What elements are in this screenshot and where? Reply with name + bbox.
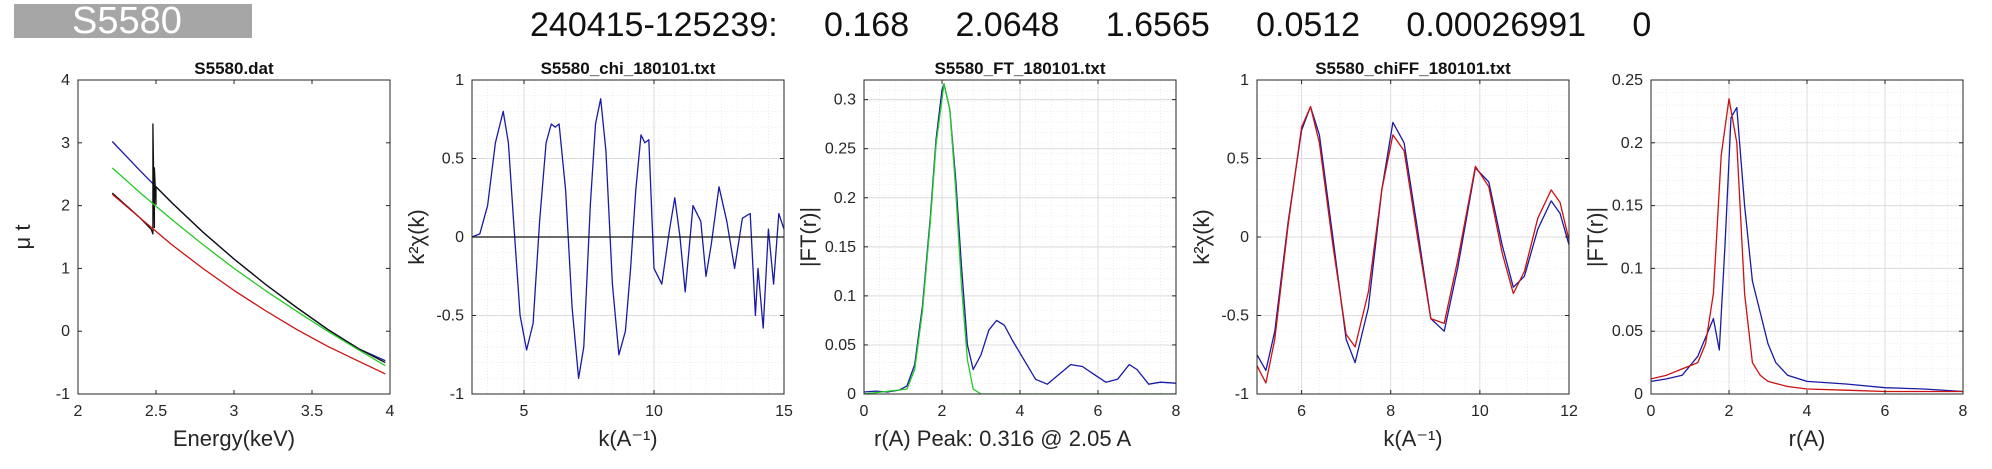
x-tick-label: 5 — [520, 403, 529, 420]
x-axis-label: r(A) Peak: 0.316 @ 2.05 A — [874, 426, 1131, 451]
y-tick-label: 0.5 — [1227, 151, 1249, 168]
x-tick-label: 2 — [74, 403, 83, 420]
y-tick-label: 0 — [455, 229, 464, 246]
x-tick-label: 0 — [1647, 403, 1656, 420]
y-axis-label: k²χ(k) — [1189, 209, 1214, 265]
chart-panel-3: 0 2 4 6 8 0 0.05 0.1 0.15 0.2 0.25 0.3 S5580_FT_1801… — [796, 59, 1181, 451]
y-tick-label: -1 — [56, 386, 70, 403]
series-group — [1257, 106, 1569, 384]
axes-box — [77, 79, 391, 395]
y-tick-label: 0.2 — [834, 190, 856, 207]
x-tick-label: 3 — [230, 403, 239, 420]
y-tick-label: 0 — [1240, 229, 1249, 246]
y-tick-label: 1 — [1240, 72, 1249, 89]
x-tick-label: 8 — [1959, 403, 1968, 420]
y-tick-label: -1 — [450, 386, 464, 403]
x-axis-label: r(A) — [1789, 426, 1826, 451]
series-group — [472, 98, 784, 379]
y-tick-label: 0.3 — [834, 92, 856, 109]
x-tick-label: 2.5 — [145, 403, 167, 420]
x-tick-label: 4 — [1803, 403, 1812, 420]
x-tick-label: 10 — [1471, 403, 1489, 420]
y-tick-label: 0 — [1634, 386, 1643, 403]
y-tick-label: 0.05 — [1612, 323, 1643, 340]
x-tick-label: 0 — [860, 403, 869, 420]
x-tick-label: 8 — [1386, 403, 1395, 420]
y-tick-label: 4 — [61, 72, 70, 89]
y-tick-label: 0.1 — [834, 288, 856, 305]
series-line-2 — [1651, 98, 1963, 393]
grid-lines — [863, 79, 1177, 395]
y-tick-label: 0.25 — [1612, 72, 1643, 89]
x-tick-label: 2 — [938, 403, 947, 420]
x-tick-label: 8 — [1172, 403, 1181, 420]
x-tick-label: 6 — [1297, 403, 1306, 420]
x-tick-label: 2 — [1725, 403, 1734, 420]
series-group — [111, 123, 386, 375]
y-tick-label: 0.15 — [825, 239, 856, 256]
y-tick-label: 0.05 — [825, 337, 856, 354]
series-line-1 — [472, 98, 784, 379]
chart-title: S5580.dat — [194, 59, 274, 78]
y-tick-label: -0.5 — [436, 308, 464, 325]
y-tick-label: 0.15 — [1612, 198, 1643, 215]
y-tick-label: 0 — [847, 386, 856, 403]
series-line-1 — [1651, 106, 1963, 393]
x-tick-label: 6 — [1094, 403, 1103, 420]
y-axis-label: μ t — [10, 225, 35, 250]
y-tick-label: 0.5 — [442, 151, 464, 168]
y-tick-label: 1 — [455, 72, 464, 89]
chart-title: S5580_FT_180101.txt — [934, 59, 1105, 78]
series-line-2 — [111, 123, 386, 364]
chart-panel-2: 5 10 15 -1 -0.5 0 0.5 1 S5580_chi_180101.txt k(A⁻… — [404, 59, 793, 451]
y-tick-label: 0.2 — [1621, 135, 1643, 152]
grid-lines — [1650, 79, 1964, 395]
series-group — [864, 83, 1176, 394]
x-axis-label: k(A⁻¹) — [598, 426, 657, 451]
chart-title: S5580_chiFF_180101.txt — [1315, 59, 1511, 78]
series-line-1 — [1257, 106, 1569, 372]
x-tick-label: 12 — [1560, 403, 1578, 420]
chart-panel-5: 0 2 4 6 8 0 0.05 0.1 0.15 0.2 0.25 r(A) |FT(r)| — [1583, 72, 1968, 451]
sample-badge: S5580 — [14, 4, 252, 38]
series-line-2 — [864, 83, 1176, 394]
chart-panel-1: 2 2.5 3 3.5 4 -1 0 1 2 3 4 S5580.dat Energy(keV) μ t — [10, 59, 395, 451]
x-tick-label: 10 — [645, 403, 663, 420]
chart-panel-4: 6 8 10 12 -1 -0.5 0 0.5 1 S5580_chiFF_180101.txtk… — [1189, 59, 1578, 451]
y-axis-label: |FT(r)| — [1583, 207, 1608, 267]
x-tick-label: 3.5 — [301, 403, 323, 420]
x-tick-label: 4 — [386, 403, 395, 420]
y-tick-label: 1 — [61, 260, 70, 277]
fit-parameters-line: 240415-125239: 0.168 2.0648 1.6565 0.051… — [530, 6, 1652, 44]
series-line-3 — [111, 167, 386, 367]
grid-lines — [1256, 79, 1570, 395]
y-tick-label: 2 — [61, 198, 70, 215]
x-axis-label: Energy(keV) — [173, 426, 295, 451]
x-tick-label: 15 — [775, 403, 793, 420]
x-axis-label: k(A⁻¹) — [1383, 426, 1442, 451]
y-tick-label: 0 — [61, 323, 70, 340]
y-tick-label: -1 — [1235, 386, 1249, 403]
x-tick-label: 4 — [1016, 403, 1025, 420]
y-axis-label: |FT(r)| — [796, 207, 821, 267]
y-tick-label: 3 — [61, 135, 70, 152]
y-axis-label: k²χ(k) — [404, 209, 429, 265]
chart-title: S5580_chi_180101.txt — [541, 59, 716, 78]
y-tick-label: -0.5 — [1221, 308, 1249, 325]
series-line-2 — [1257, 106, 1569, 384]
series-group — [1651, 98, 1963, 393]
series-line-4 — [111, 193, 386, 375]
y-tick-label: 0.25 — [825, 141, 856, 158]
y-tick-label: 0.1 — [1621, 260, 1643, 277]
x-tick-label: 6 — [1881, 403, 1890, 420]
